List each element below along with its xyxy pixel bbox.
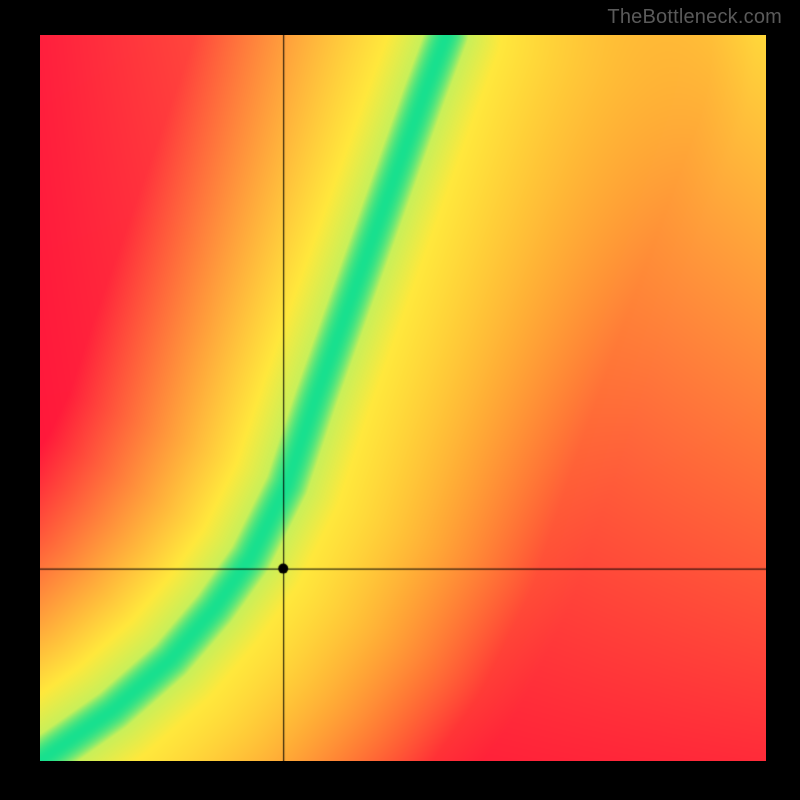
watermark-text: TheBottleneck.com	[607, 6, 782, 29]
chart-container: TheBottleneck.com	[0, 0, 800, 800]
heatmap-plot	[40, 35, 766, 761]
